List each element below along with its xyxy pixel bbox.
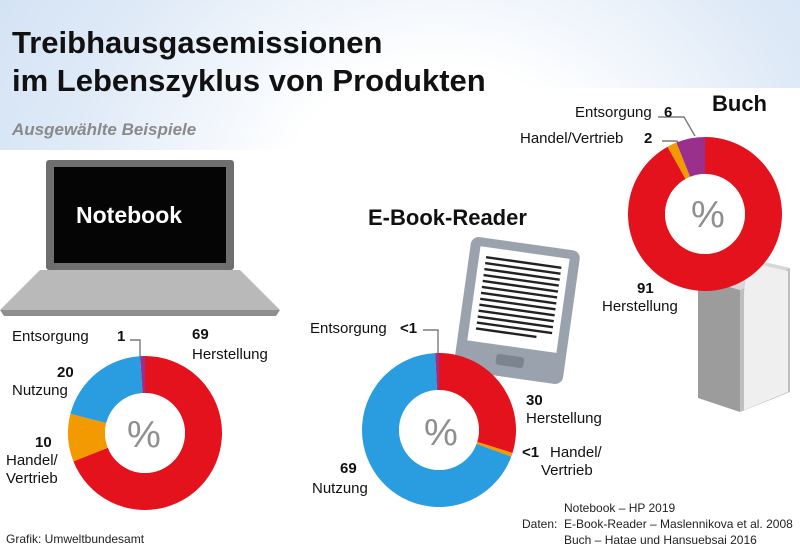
ebook-slice-entsorgung [435, 353, 439, 391]
donut-charts [68, 137, 782, 510]
buch-slice-herstellung [628, 137, 782, 291]
notebook-nutzung-label: Nutzung [12, 382, 68, 399]
page-subtitle: Ausgewählte Beispiele [12, 120, 197, 139]
notebook-handel-value: 10 [35, 434, 52, 451]
buch-handel-value: 2 [644, 130, 653, 147]
ebook-donut-hole [399, 390, 479, 470]
graphic-credit: Grafik: Umweltbundesamt [6, 532, 145, 546]
source-buch: Buch – Hatae und Hansuebsai 2016 [564, 533, 757, 547]
ebook-chart-title: E-Book-Reader [368, 205, 527, 230]
ebook-entsorgung-value: <1 [400, 320, 418, 337]
notebook-chart-title: Notebook [76, 202, 183, 228]
ebook-handel-label-line2: Vertrieb [541, 462, 593, 479]
ebook-nutzung-value: 69 [340, 460, 357, 477]
leader-lines [130, 116, 696, 360]
buch-slice-entsorgung [676, 137, 705, 177]
laptop-icon [0, 160, 280, 316]
page-title-line2: im Lebenszyklus von Produkten [12, 63, 486, 98]
notebook-herstellung-value: 69 [192, 326, 209, 343]
buch-percent-label: % [691, 194, 725, 236]
buch-entsorgung-label: Entsorgung [575, 104, 652, 121]
ebook-slice-handel-vertrieb [476, 441, 513, 457]
ebook-slice-herstellung [439, 353, 516, 453]
ereader-icon [454, 237, 580, 384]
ebook-herstellung-value: 30 [526, 392, 543, 409]
notebook-slice-herstellung [73, 356, 222, 510]
notebook-nutzung-value: 20 [57, 364, 74, 381]
ebook-slice-nutzung [361, 353, 512, 508]
buch-slice-handel-vertrieb [667, 142, 691, 180]
ebook-percent-label: % [424, 412, 458, 454]
source-ebook: E-Book-Reader – Maslennikova et al. 2008 [564, 517, 793, 531]
notebook-slice-handel-vertrieb [68, 413, 108, 462]
notebook-slice-nutzung [70, 356, 143, 424]
ebook-handel-value: <1 [522, 444, 540, 461]
buch-handel-label: Handel/Vertrieb [520, 130, 624, 147]
notebook-herstellung-label: Herstellung [192, 346, 268, 363]
notebook-handel-label-line2: Vertrieb [6, 470, 58, 487]
notebook-percent-label: % [127, 414, 161, 456]
notebook-entsorgung-value: 1 [117, 328, 126, 345]
buch-chart-title: Buch [712, 91, 767, 116]
ebook-nutzung-label: Nutzung [312, 480, 368, 497]
ebook-entsorgung-label: Entsorgung [310, 320, 387, 337]
page-title-line1: Treibhausgasemissionen [12, 25, 383, 60]
sources-label: Daten: [522, 517, 558, 531]
notebook-entsorgung-label: Entsorgung [12, 328, 89, 345]
buch-entsorgung-value: 6 [664, 104, 673, 121]
notebook-donut-hole [105, 393, 185, 473]
buch-herstellung-value: 91 [637, 280, 654, 297]
notebook-handel-label-line1: Handel/ [6, 452, 58, 469]
buch-herstellung-label: Herstellung [602, 298, 678, 315]
notebook-slice-entsorgung [140, 356, 145, 394]
ebook-herstellung-label: Herstellung [526, 410, 602, 427]
buch-donut-hole [665, 174, 745, 254]
ebook-handel-label-line1: Handel/ [550, 444, 602, 461]
source-notebook: Notebook – HP 2019 [564, 501, 676, 515]
